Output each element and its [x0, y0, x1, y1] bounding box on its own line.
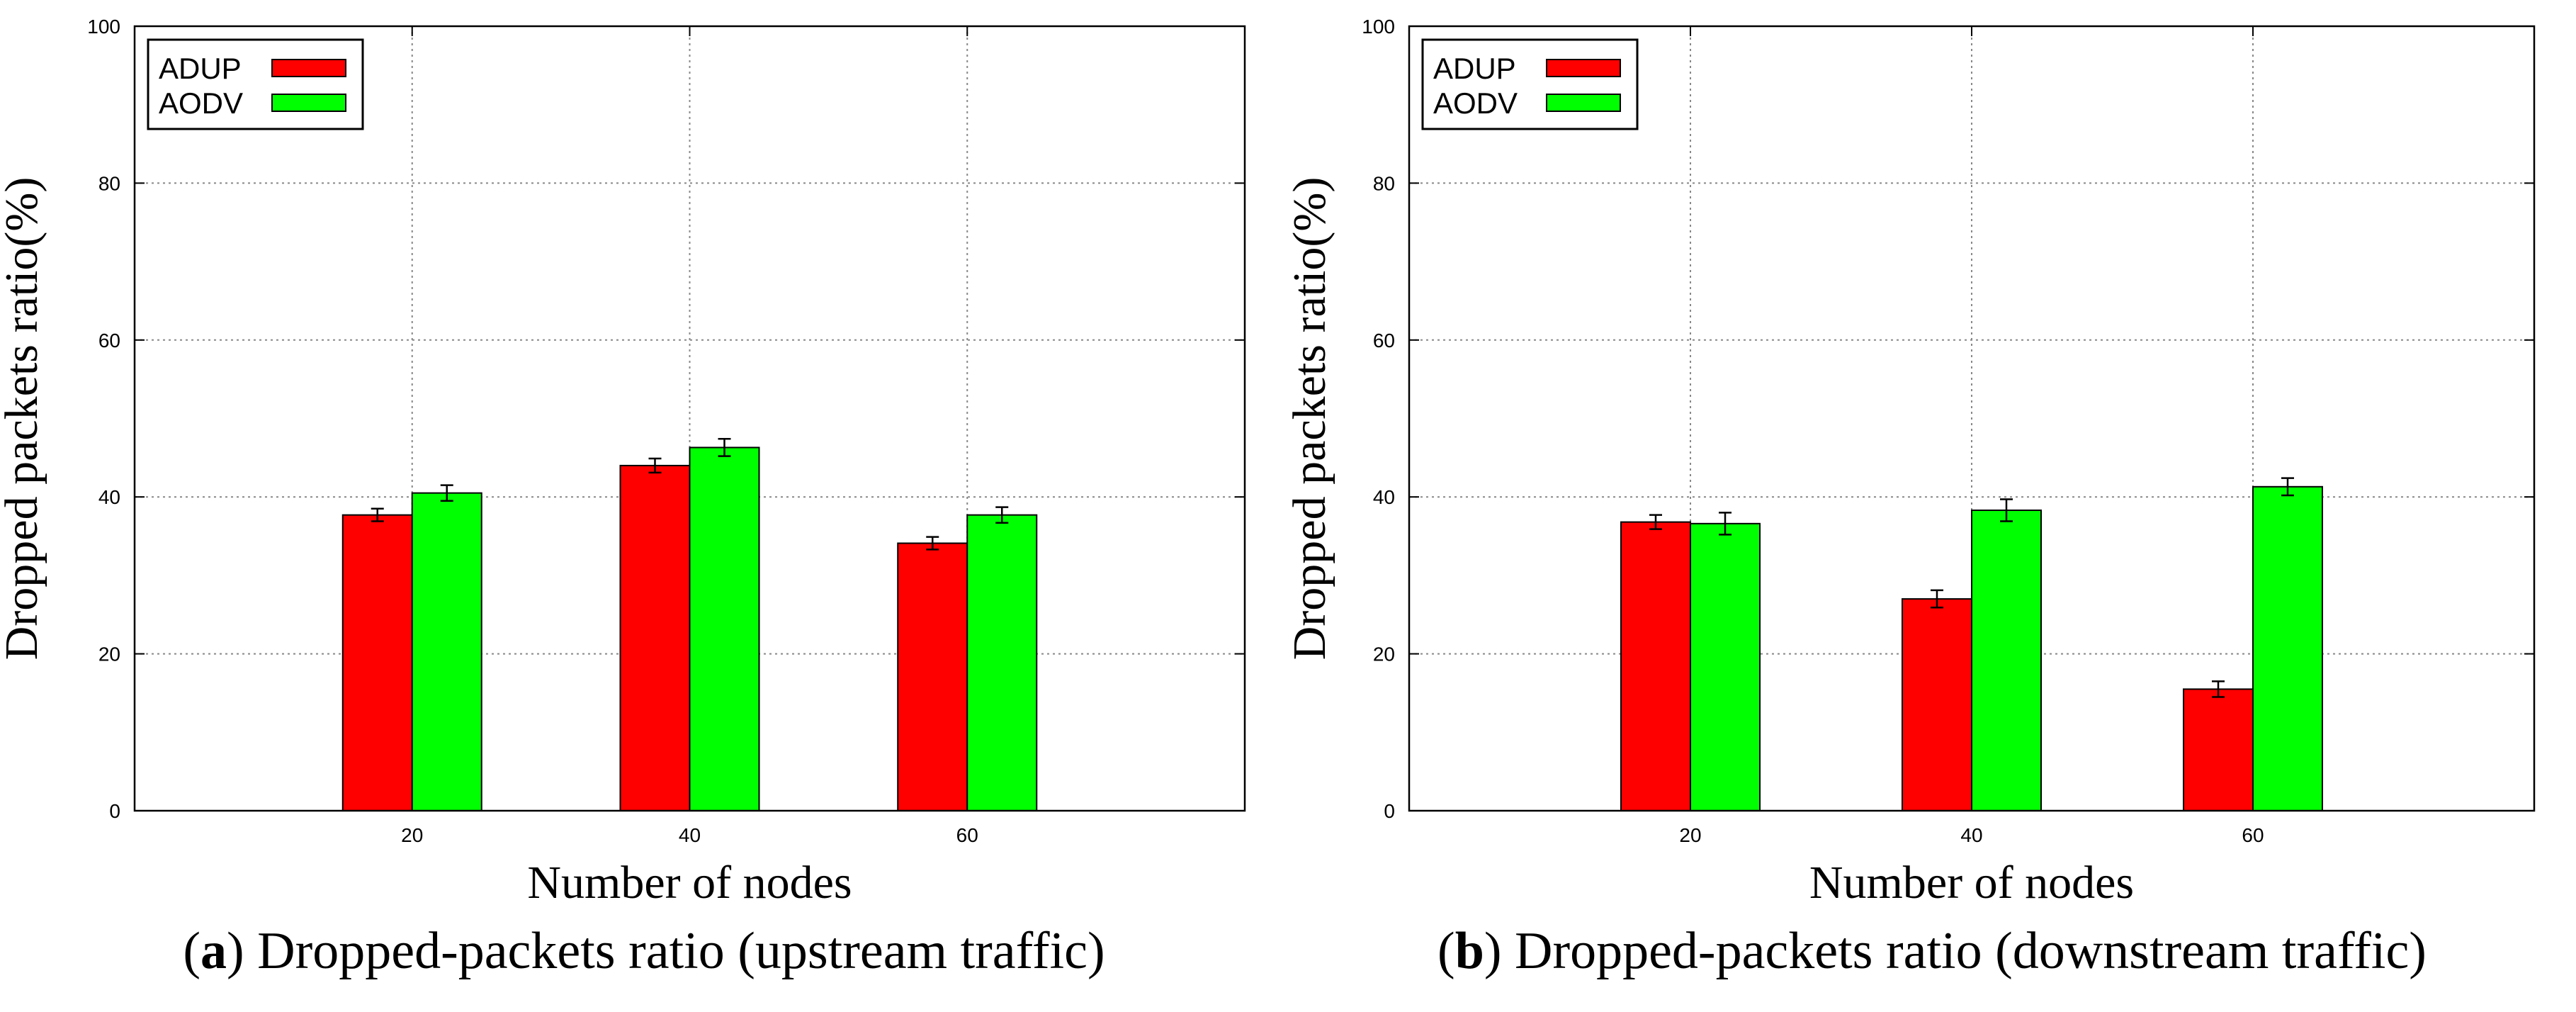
- x-tick-label: 20: [1679, 824, 1701, 846]
- bar-aodv-20: [1690, 522, 1761, 811]
- x-tick-label: 20: [401, 824, 423, 846]
- y-tick-label: 100: [1362, 16, 1395, 38]
- y-tick-label: 80: [98, 172, 120, 194]
- error-bar-aodv-60: [2281, 477, 2294, 497]
- caption-a: (a) Dropped-packets ratio (upstream traf…: [183, 922, 1105, 980]
- chart-panel-b: 0 20 40 60 80 100 20 40 60 ADUP AODV Number of node…: [1288, 0, 2576, 1012]
- legend-label-aodv: AODV: [1433, 86, 1518, 120]
- bar-aodv-40: [1971, 510, 2042, 811]
- x-axis-label: Number of nodes: [527, 857, 852, 909]
- plot-frame: [133, 25, 1246, 812]
- y-tick-label: 40: [1373, 486, 1395, 508]
- bar-adup-20: [341, 514, 413, 811]
- legend-swatch-aodv: [1546, 94, 1621, 112]
- bar-aodv-40: [689, 446, 760, 811]
- bar-aodv-60: [966, 514, 1038, 811]
- caption-text: Dropped-packets ratio (downstream traffi…: [1515, 922, 2427, 980]
- legend-swatch-adup: [271, 59, 346, 77]
- x-tick-label: 60: [2242, 824, 2264, 846]
- x-tick-label: 40: [1960, 824, 1982, 846]
- bar-adup-40: [619, 464, 691, 811]
- y-tick-label: 60: [98, 330, 120, 352]
- bar-adup-60: [2183, 688, 2254, 811]
- error-bar-aodv-40: [2000, 498, 2013, 522]
- caption-text: Dropped-packets ratio (upstream traffic): [257, 922, 1105, 980]
- bar-adup-20: [1620, 521, 1691, 812]
- y-axis-label: Dropped packets ratio(%): [0, 177, 47, 660]
- bar-adup-40: [1902, 598, 1972, 811]
- y-tick-label: 0: [1384, 800, 1395, 822]
- error-bar-aodv-60: [995, 506, 1009, 524]
- legend-label-aodv: AODV: [159, 86, 243, 120]
- y-tick-label: 0: [109, 800, 120, 822]
- x-tick-label: 60: [956, 824, 978, 846]
- error-bar-adup-20: [371, 507, 384, 522]
- x-tick-label: 40: [679, 824, 701, 846]
- error-bar-aodv-20: [1719, 512, 1732, 536]
- legend-swatch-adup: [1546, 59, 1621, 77]
- y-tick-label: 20: [98, 643, 120, 665]
- y-tick-label: 80: [1373, 172, 1395, 194]
- error-bar-adup-60: [926, 536, 939, 551]
- caption-b: (b) Dropped-packets ratio (downstream tr…: [1437, 922, 2427, 980]
- plot-frame: [1408, 25, 2536, 812]
- error-bar-aodv-40: [718, 438, 731, 457]
- legend-box: [147, 38, 364, 130]
- y-tick-label: 20: [1373, 643, 1395, 665]
- error-bar-adup-40: [648, 457, 662, 474]
- chart-panel-a: 0 20 40 60 80 100 20 40 60 ADUP AODV Number of node…: [0, 16, 1246, 980]
- error-bar-adup-20: [1649, 514, 1662, 530]
- bar-adup-60: [897, 542, 968, 811]
- error-bar-aodv-20: [440, 484, 453, 502]
- error-bar-adup-40: [1931, 589, 1943, 609]
- caption-letter: b: [1454, 922, 1484, 980]
- legend-label-adup: ADUP: [1433, 52, 1516, 85]
- x-axis-label: Number of nodes: [1809, 857, 2134, 909]
- error-bar-adup-60: [2212, 680, 2225, 698]
- legend-label-adup: ADUP: [159, 52, 242, 85]
- bar-aodv-60: [2252, 485, 2323, 812]
- legend-swatch-aodv: [271, 94, 346, 112]
- caption-letter: a: [200, 922, 227, 980]
- bar-aodv-20: [411, 492, 482, 811]
- y-tick-label: 40: [98, 486, 120, 508]
- y-tick-label: 100: [87, 16, 120, 38]
- y-tick-label: 60: [1373, 330, 1395, 352]
- legend-box: [1421, 38, 1639, 130]
- y-axis-label: Dropped packets ratio(%): [1288, 177, 1335, 660]
